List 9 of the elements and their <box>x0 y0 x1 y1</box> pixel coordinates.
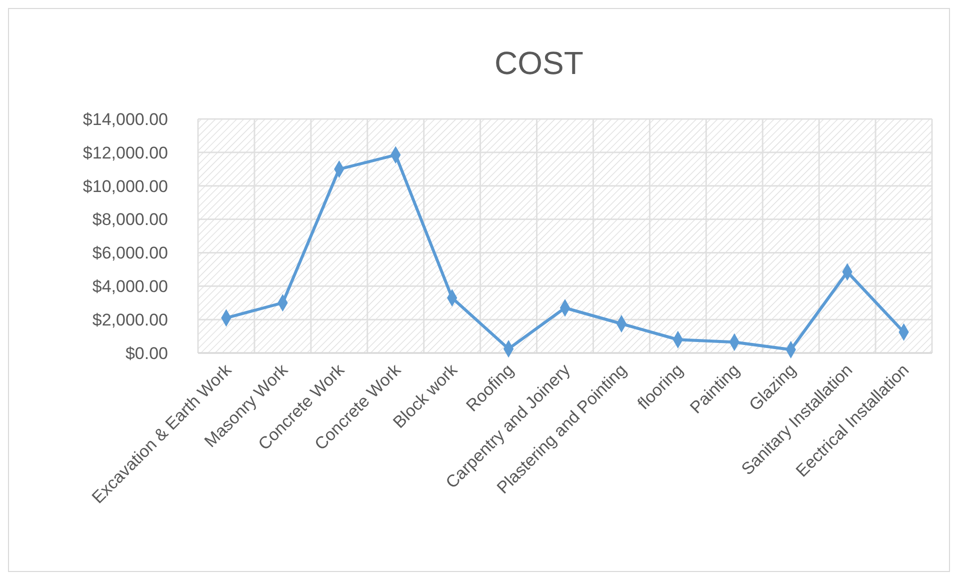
y-tick-label: $6,000.00 <box>92 244 168 263</box>
y-tick-label: $4,000.00 <box>92 277 168 296</box>
y-tick-label: $2,000.00 <box>92 310 168 330</box>
y-tick-label: $12,000.00 <box>82 143 168 162</box>
y-tick-label: $14,000.00 <box>82 110 168 129</box>
y-tick-label: $10,000.00 <box>82 176 168 196</box>
chart-title: COST <box>494 45 584 81</box>
y-tick-label: $0.00 <box>125 344 168 363</box>
y-tick-label: $8,000.00 <box>92 210 168 230</box>
